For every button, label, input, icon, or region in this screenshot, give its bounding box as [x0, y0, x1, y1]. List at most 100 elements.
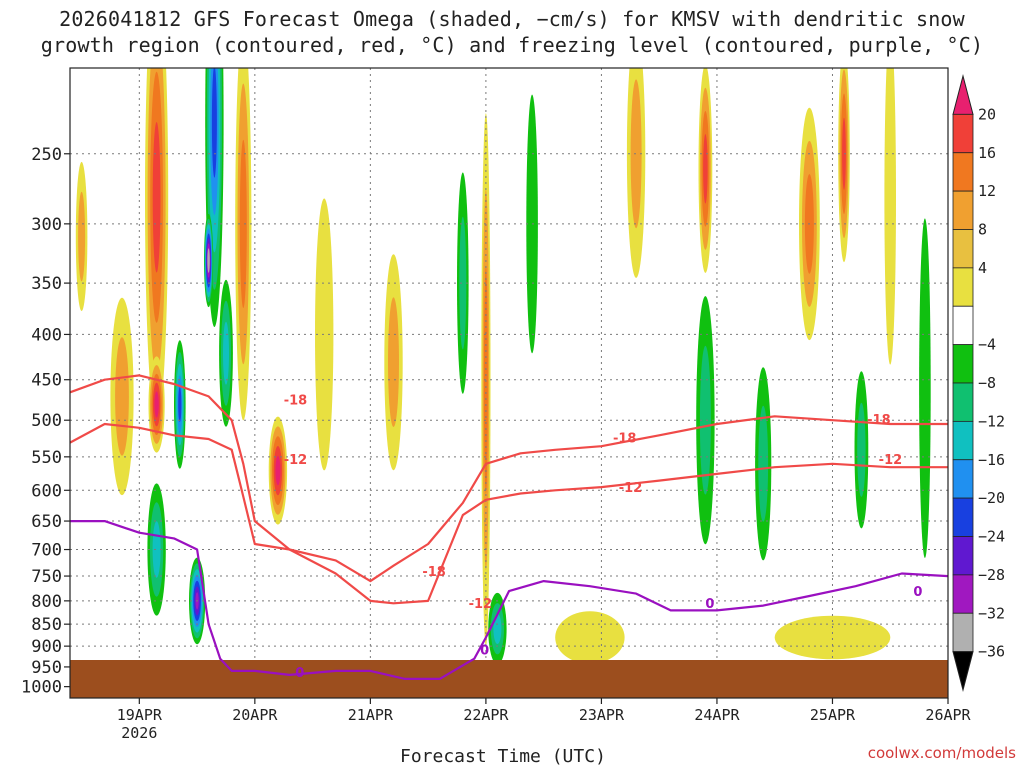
omega-blob-7-4 — [211, 68, 217, 178]
omega-blob-0-1 — [78, 191, 86, 282]
colorbar-label: −28 — [978, 566, 1005, 584]
contours — [70, 374, 948, 681]
dgz-contour-label: -18 — [613, 432, 637, 447]
omega-blob-1-1 — [115, 337, 129, 456]
y-tick-label: 800 — [31, 592, 62, 612]
colorbar-swatch — [952, 459, 974, 499]
omega-blob-27-0 — [555, 611, 625, 664]
dgz-contour-label: -12 — [619, 481, 643, 496]
omega-blob-25-0 — [884, 68, 896, 365]
dgz-contour-label: -12 — [469, 597, 493, 612]
colorbar-cap-bottom — [952, 651, 974, 692]
omega-blob-10-2 — [239, 139, 247, 309]
x-tick-label: 19APR — [117, 706, 163, 724]
omega-blob-13-1 — [388, 297, 399, 428]
y-tick-label: 300 — [31, 215, 62, 235]
colorbar-swatch — [952, 229, 974, 269]
y-tick-label: 1000 — [21, 678, 62, 698]
colorbar-label: 8 — [978, 221, 987, 239]
ground-surface — [70, 660, 948, 698]
y-tick-label: 850 — [31, 615, 62, 635]
dgz-contour-label: -18 — [284, 394, 308, 409]
x-tick-label: 26APR — [925, 706, 971, 724]
omega-blob-26-0 — [919, 218, 931, 558]
colorbar-label: −24 — [978, 528, 1005, 546]
x-tick-label: 25APR — [810, 706, 856, 724]
colorbar-swatch — [952, 190, 974, 230]
chart-title-line-1: 2026041812 GFS Forecast Omega (shaded, −… — [59, 7, 965, 31]
colorbar-label: −12 — [978, 412, 1005, 430]
y-tick-label: 500 — [31, 411, 62, 431]
colorbar-label: −16 — [978, 451, 1005, 469]
dgz-contour-label: -12 — [879, 453, 903, 468]
x-tick-label: 24APR — [694, 706, 740, 724]
colorbar-swatch — [952, 574, 974, 614]
omega-blob-20-1 — [699, 345, 711, 495]
x-tick-label: 23APR — [579, 706, 625, 724]
omega-blob-16-2 — [493, 613, 502, 644]
omega-blob-8-8 — [207, 253, 210, 268]
dgz-contour-label: -18 — [422, 565, 446, 580]
omega-shading — [75, 68, 931, 665]
omega-blob-3-4 — [154, 391, 159, 418]
dgz-contour-label: -12 — [284, 453, 308, 468]
colorbar-label: −8 — [978, 374, 996, 392]
colorbar-swatch — [952, 267, 974, 307]
y-tick-label: 600 — [31, 481, 62, 501]
colorbar-cap-top — [952, 74, 974, 115]
freezing-contour-label: 0 — [705, 597, 714, 612]
colorbar: 20 16 12 8 4 −4 −8 −12 −16 −20 −24 −28 −32 −36 — [952, 74, 1005, 692]
omega-blob-21-1 — [758, 405, 769, 522]
colorbar-swatch — [952, 344, 974, 384]
x-axis-title: Forecast Time (UTC) — [400, 746, 606, 767]
freezing-contour-label: 0 — [480, 644, 489, 659]
colorbar-label: −36 — [978, 643, 1005, 661]
colorbar-label: −20 — [978, 489, 1005, 507]
contour-line-2 — [70, 519, 948, 681]
colorbar-swatch — [952, 152, 974, 192]
y-tick-label: 350 — [31, 274, 62, 294]
colorbar-swatch — [952, 305, 974, 346]
colorbar-label: 20 — [978, 105, 996, 123]
colorbar-label: −32 — [978, 604, 1005, 622]
chart-title-line-2: growth region (contoured, red, °C) and f… — [40, 33, 984, 57]
y-tick-label: 400 — [31, 325, 62, 345]
x-tick-label: 21APR — [348, 706, 394, 724]
plot-frame — [69, 67, 949, 699]
y-tick-label: 250 — [31, 145, 62, 165]
y-tick-label: 550 — [31, 448, 62, 468]
colorbar-swatch — [952, 113, 974, 154]
y-tick-label: 900 — [31, 637, 62, 657]
omega-blob-14-1 — [459, 216, 467, 350]
x-year-label: 2026 — [121, 724, 157, 742]
contour-line-1 — [70, 374, 948, 583]
omega-blob-24-1 — [857, 402, 866, 497]
y-tick-label: 950 — [31, 658, 62, 678]
colorbar-swatch — [952, 382, 974, 422]
omega-blob-18-1 — [630, 79, 642, 229]
dgz-contour-label: -18 — [867, 413, 891, 428]
x-tick-label: 22APR — [463, 706, 509, 724]
y-axis: 2503003504004505005506006507007508008509… — [21, 145, 70, 698]
y-tick-label: 750 — [31, 567, 62, 587]
contour-labels: -18 -12 -18 -12 -18 -12 -18 -12 0 0 0 0 — [284, 394, 923, 681]
colorbar-label: 16 — [978, 144, 996, 162]
colorbar-swatch — [952, 612, 974, 653]
omega-blob-12-0 — [315, 198, 334, 471]
colorbar-swatch — [952, 497, 974, 537]
colorbar-label: −4 — [978, 336, 996, 354]
colorbar-label: 4 — [978, 259, 987, 277]
y-tick-label: 450 — [31, 371, 62, 391]
x-tick-label: 20APR — [232, 706, 278, 724]
colorbar-label: 12 — [978, 182, 996, 200]
colorbar-swatch — [952, 536, 974, 576]
omega-blob-4-2 — [152, 521, 161, 578]
contour-line-0 — [70, 422, 948, 605]
credit-link[interactable]: coolwx.com/models — [867, 744, 1016, 762]
x-axis: 19APR 20APR 21APR 22APR 23APR 24APR 25APR 26APR… — [117, 698, 972, 742]
omega-blob-11-4 — [275, 455, 281, 486]
omega-blob-9-2 — [223, 321, 229, 385]
freezing-contour-label: 0 — [295, 666, 304, 681]
omega-blob-2-3 — [152, 122, 161, 273]
